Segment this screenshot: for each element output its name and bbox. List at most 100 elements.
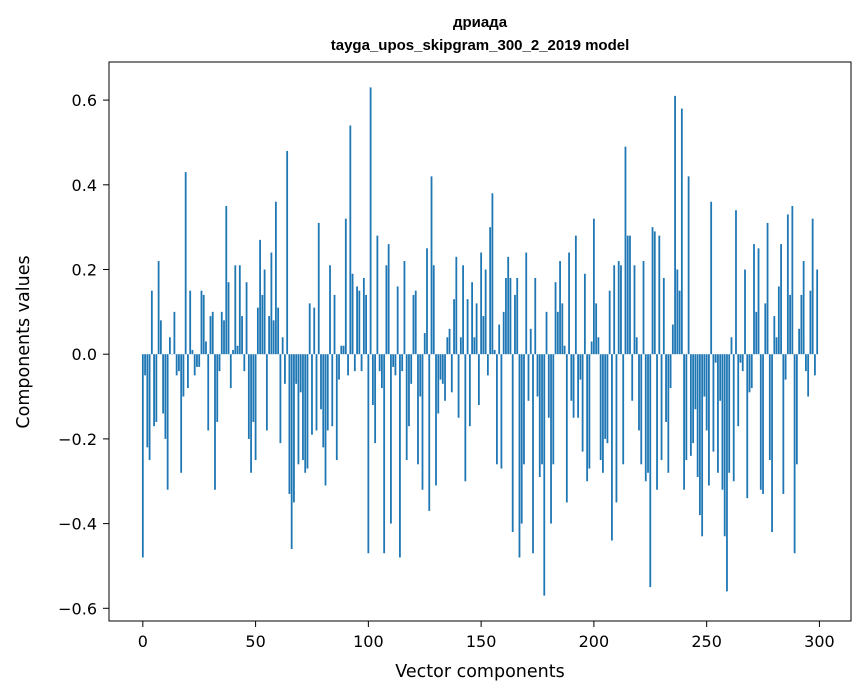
bar — [234, 265, 237, 355]
bar — [178, 354, 180, 372]
bar — [426, 248, 428, 355]
bar — [606, 354, 609, 444]
bar — [509, 277, 512, 355]
bar — [741, 354, 744, 372]
bar — [340, 345, 343, 355]
bar — [748, 354, 751, 393]
bar — [712, 354, 715, 452]
bar — [807, 354, 810, 397]
bar — [782, 354, 785, 494]
bar — [604, 354, 607, 439]
bar — [144, 354, 146, 376]
bar — [629, 235, 631, 355]
bar — [525, 252, 528, 355]
bar — [191, 349, 194, 355]
bar — [592, 218, 595, 355]
bar — [356, 286, 358, 355]
y-tick-label: 0.0 — [72, 345, 97, 364]
bar — [552, 354, 555, 465]
bar — [335, 354, 338, 461]
bar — [141, 354, 144, 558]
bar — [556, 311, 559, 355]
bar — [744, 269, 746, 355]
bar — [811, 218, 814, 355]
bar — [252, 354, 255, 422]
bar — [173, 311, 176, 355]
bar — [545, 311, 548, 355]
chart-title-line-1: дриада — [453, 14, 508, 31]
bar — [624, 146, 627, 355]
bar — [344, 218, 347, 355]
bar — [245, 282, 248, 355]
bar — [304, 354, 307, 473]
bar — [358, 290, 361, 355]
bar — [599, 354, 602, 461]
bar — [218, 354, 221, 372]
bar — [475, 303, 478, 355]
bar — [444, 354, 446, 401]
bar — [455, 256, 458, 355]
bar — [775, 337, 778, 355]
bar — [390, 354, 392, 524]
bar — [146, 354, 149, 448]
bar — [320, 354, 322, 410]
y-axis-label: Components values — [14, 255, 34, 428]
bar — [644, 354, 647, 482]
bar — [250, 354, 252, 473]
bar — [417, 354, 419, 465]
bar — [164, 354, 167, 439]
bar — [360, 354, 363, 372]
bar — [274, 201, 277, 355]
bar — [816, 269, 819, 355]
bar — [523, 354, 525, 465]
x-tick-label: 300 — [804, 632, 835, 651]
bar — [448, 328, 451, 355]
bar — [708, 354, 710, 486]
bar — [746, 354, 749, 499]
bar — [196, 354, 198, 367]
bar — [281, 337, 284, 355]
bar — [268, 316, 271, 355]
bar — [705, 354, 708, 431]
bar — [667, 354, 670, 473]
bar — [243, 354, 246, 372]
bar — [484, 269, 487, 355]
bar — [270, 252, 273, 355]
bar — [714, 354, 717, 363]
bar — [583, 273, 586, 355]
bar — [696, 354, 699, 478]
bar — [572, 354, 575, 418]
bar — [721, 354, 724, 490]
bar — [532, 354, 534, 554]
bar — [723, 354, 726, 537]
bar — [563, 345, 566, 355]
bar — [802, 261, 805, 355]
bar — [511, 354, 514, 533]
bar — [462, 265, 464, 355]
plot-frame — [108, 61, 852, 622]
bar — [597, 337, 600, 355]
bar — [187, 354, 189, 389]
bar — [559, 261, 561, 355]
x-tick-label: 50 — [245, 632, 265, 651]
bar — [308, 303, 311, 355]
bar — [295, 354, 298, 384]
bar — [423, 333, 426, 355]
bar — [658, 235, 661, 355]
x-axis-ticks: 0 50 100 150 200 250 300 — [138, 621, 835, 651]
bar — [209, 316, 212, 355]
bar — [311, 354, 313, 435]
bar — [800, 294, 803, 355]
bar — [622, 354, 625, 465]
bar — [543, 354, 546, 596]
bar — [786, 214, 789, 355]
bar — [259, 239, 261, 355]
bar — [378, 354, 381, 372]
bar — [759, 354, 762, 490]
bar — [685, 354, 688, 461]
bar — [780, 244, 782, 355]
bar — [324, 354, 327, 486]
bar — [265, 354, 268, 431]
bar — [762, 354, 764, 494]
bar — [498, 324, 501, 355]
